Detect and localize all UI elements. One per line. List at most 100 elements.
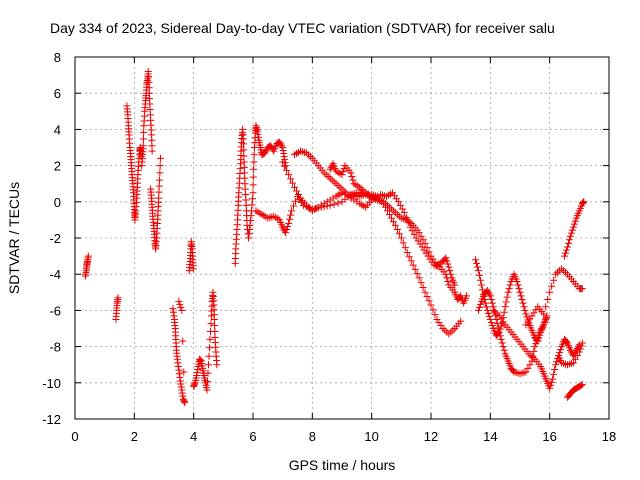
data-point [444, 260, 452, 268]
data-point [567, 229, 575, 237]
data-point [334, 199, 342, 207]
data-point [578, 339, 586, 347]
data-point [425, 297, 433, 305]
x-tick-label: 18 [602, 429, 616, 444]
data-point [189, 265, 197, 273]
y-tick-label: 2 [54, 159, 61, 174]
y-tick-label: 4 [54, 122, 61, 137]
data-point [279, 158, 287, 166]
data-point [205, 344, 213, 352]
data-point [569, 223, 577, 231]
data-point [486, 292, 494, 300]
data-point [114, 294, 122, 302]
x-tick-label: 12 [424, 429, 438, 444]
data-point [278, 142, 286, 150]
data-point [542, 303, 550, 311]
data-point [389, 218, 397, 226]
data-point [570, 220, 578, 228]
data-point [417, 232, 425, 240]
data-point [250, 158, 258, 166]
data-point [492, 315, 500, 323]
data-point [137, 153, 145, 161]
data-point [291, 183, 299, 191]
data-point [213, 361, 221, 369]
data-point [340, 165, 348, 173]
data-point [398, 205, 406, 213]
data-point [287, 175, 295, 183]
data-point [475, 271, 483, 279]
data-point [484, 288, 492, 296]
data-point [249, 195, 257, 203]
data-point [211, 328, 219, 336]
data-point [526, 361, 534, 369]
data-point [478, 286, 486, 294]
x-tick-label: 10 [364, 429, 378, 444]
data-point [578, 285, 586, 293]
data-point [547, 381, 555, 389]
data-point [580, 198, 588, 206]
data-point [568, 226, 576, 234]
data-point [483, 286, 491, 294]
data-point [419, 236, 427, 244]
data-point [248, 201, 256, 209]
data-point [565, 236, 573, 244]
y-tick-label: 8 [54, 50, 61, 65]
data-point [181, 399, 189, 407]
data-point [394, 198, 402, 206]
data-point [280, 225, 288, 233]
data-point [451, 281, 459, 289]
data-point [552, 361, 560, 369]
data-point [204, 369, 212, 377]
data-point [338, 171, 346, 179]
data-point [285, 220, 293, 228]
data-point [496, 332, 504, 340]
data-point [497, 322, 505, 330]
data-point [506, 281, 514, 289]
data-point [494, 324, 502, 332]
data-point [522, 310, 530, 318]
data-point [442, 254, 450, 262]
data-point [240, 140, 248, 148]
data-point [521, 306, 529, 314]
data-point [140, 128, 148, 136]
data-point [488, 299, 496, 307]
data-point [475, 303, 483, 311]
data-point [284, 223, 292, 231]
data-point [329, 194, 337, 202]
data-point [395, 230, 403, 238]
data-point [443, 257, 451, 265]
y-tick-label: -8 [49, 340, 61, 355]
data-point [211, 321, 219, 329]
y-tick-label: -2 [49, 231, 61, 246]
data-point [267, 142, 275, 150]
y-axis-label: SDTVAR / TECUs [6, 182, 22, 294]
data-point [399, 239, 407, 247]
data-point [557, 346, 565, 354]
data-point [204, 378, 212, 386]
data-point [517, 292, 525, 300]
data-point [240, 146, 248, 154]
data-point [477, 281, 485, 289]
data-point [531, 343, 539, 351]
data-point [483, 306, 491, 314]
x-tick-label: 0 [71, 429, 78, 444]
data-point [249, 173, 257, 181]
data-point [349, 176, 357, 184]
data-point [500, 308, 508, 316]
data-point [385, 210, 393, 218]
data-point [564, 239, 572, 247]
data-point [207, 320, 215, 328]
data-point [203, 386, 211, 394]
data-point [292, 197, 300, 205]
chart-title: Day 334 of 2023, Sidereal Day-to-day VTE… [50, 20, 555, 36]
data-point [276, 138, 284, 146]
data-point [533, 337, 541, 345]
data-point [499, 343, 507, 351]
data-point [482, 303, 490, 311]
y-tick-label: -4 [49, 267, 61, 282]
data-point [421, 239, 429, 247]
data-point [293, 187, 301, 195]
y-tick-label: 0 [54, 195, 61, 210]
data-point [551, 366, 559, 374]
